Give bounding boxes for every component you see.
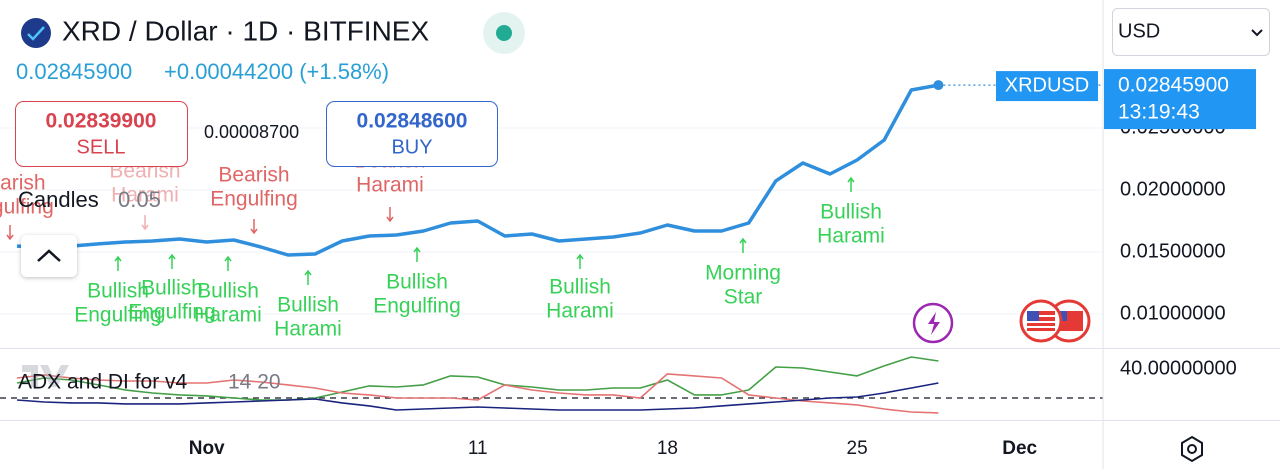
buy-button[interactable]: 0.02848600 BUY [326, 101, 498, 167]
event-flags[interactable] [1019, 299, 1091, 343]
data-line [16, 83, 939, 257]
sell-price[interactable]: 0.02839900 [46, 110, 157, 133]
pattern-label: Star [724, 286, 763, 309]
pattern-label: Engulfing [74, 304, 162, 327]
spread: 0.00008700 [204, 122, 299, 142]
pane [0, 356, 1103, 414]
pattern-arrow [413, 246, 421, 262]
collapse-icon [37, 249, 61, 262]
pattern-arrow [6, 225, 14, 241]
indicator-title: ADX and DI for v4 [18, 371, 188, 394]
price-tag [1104, 69, 1256, 130]
currency-select[interactable] [1112, 8, 1270, 56]
pattern-label: Harami [817, 225, 885, 248]
ticker-label: XRDUSD [1005, 74, 1089, 96]
y-tick-label: 0.02000000 [1120, 178, 1226, 200]
sell-label[interactable]: SELL [77, 136, 126, 158]
price-tags: XRDUSD 0.02845900 13:19:43 [996, 69, 1256, 130]
pattern-arrow [304, 269, 312, 285]
symbol-logo-mark [27, 26, 45, 41]
sell-button[interactable]: 0.02839900 SELL [15, 101, 188, 167]
buy-price[interactable]: 0.02848600 [357, 110, 468, 133]
pattern-arrow [250, 219, 258, 235]
price-change: +0.00044200 (+1.58%) [164, 59, 389, 84]
pattern-label: Bearish [0, 172, 46, 195]
flag-canton [1027, 311, 1039, 321]
currency[interactable]: USD [1118, 20, 1160, 42]
pattern-label: Bullish [87, 280, 149, 303]
y-tick-label: 40.00000000 [1120, 357, 1237, 379]
settings-icon[interactable] [1181, 435, 1203, 463]
select-chevron [1251, 29, 1263, 37]
pattern-label: Harami [194, 304, 262, 327]
pattern-label: Engulfing [128, 301, 216, 324]
pattern-arrow [847, 176, 855, 192]
last-price: 0.02845900 [16, 59, 132, 84]
y-tick-label: 0.01000000 [1120, 302, 1226, 324]
x-tick-label: 11 [468, 438, 488, 459]
candles-label: Candles [18, 187, 99, 212]
pattern-label: Engulfing [210, 188, 298, 211]
pattern-arrow [168, 253, 176, 269]
symbol-logo [21, 18, 51, 48]
sell-box[interactable] [15, 101, 188, 167]
data-line [16, 373, 939, 414]
pattern-arrow [576, 253, 584, 269]
pattern-label: Engulfing [0, 196, 54, 219]
pattern-arrow [739, 237, 747, 253]
buy-label[interactable]: BUY [391, 136, 432, 158]
pattern-label: Bullish [386, 271, 448, 294]
x-tick-label: Dec [1002, 438, 1037, 459]
x-tick-label: Nov [189, 438, 225, 459]
pattern-label: Harami [546, 300, 614, 323]
lightning [928, 312, 940, 335]
tv-logo [22, 365, 69, 387]
pattern-annotations: BearishEngulfingBearishHaramiBearishEngu… [0, 150, 885, 341]
pattern-label: Bearish [218, 164, 289, 187]
data-line [16, 382, 939, 411]
settings-icon-center [1187, 444, 1197, 454]
x-tick-label: 25 [847, 438, 868, 459]
ticker-tag [996, 71, 1098, 102]
pattern-label: Bullish [141, 277, 203, 300]
data-line [16, 356, 939, 401]
pattern-label: Bullish [549, 276, 611, 299]
x-tick-label: 18 [657, 438, 678, 459]
pattern-label: Engulfing [373, 295, 461, 318]
pattern-arrow [386, 207, 394, 223]
price-tag-countdown: 13:19:43 [1118, 101, 1200, 124]
pattern-label: Harami [111, 184, 179, 207]
indicator-params: 14 20 [228, 371, 281, 394]
price-tag-value: 0.02845900 [1118, 74, 1229, 97]
pattern-label: Harami [274, 318, 342, 341]
pattern-label: Bullish [820, 201, 882, 224]
buy-box[interactable] [326, 101, 498, 167]
pattern-arrow [114, 255, 122, 271]
pattern-label: Bullish [197, 280, 259, 303]
collapse-button[interactable] [21, 235, 77, 277]
pattern-label: Harami [356, 174, 424, 197]
pattern-label: Bullish [277, 294, 339, 317]
pattern-label: Morning [705, 262, 781, 285]
pattern-arrow [224, 255, 232, 271]
market-status-dot [496, 25, 512, 41]
candles-value: 0.05 [118, 187, 161, 212]
pattern-arrow [141, 215, 149, 231]
y-tick-label: 0.01500000 [1120, 240, 1226, 262]
last-point [933, 80, 944, 91]
symbol-title: XRD / Dollar · 1D · BITFINEX [62, 15, 429, 46]
